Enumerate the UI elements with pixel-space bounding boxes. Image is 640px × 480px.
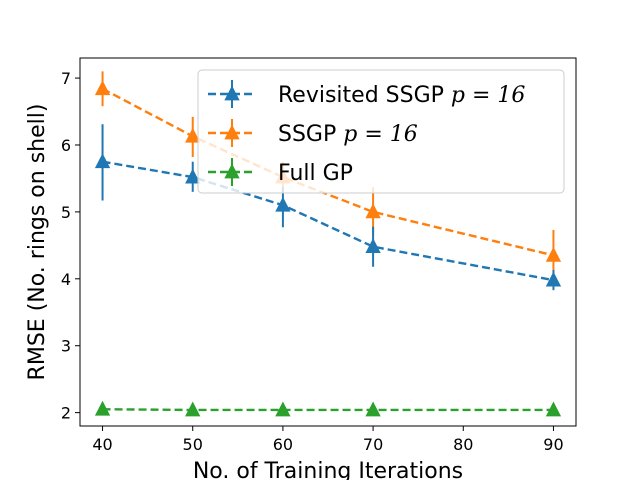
legend-series-name: Revisited SSGP <box>278 83 444 108</box>
data-point <box>275 401 291 417</box>
data-point <box>185 127 201 143</box>
y-axis-label: RMSE (No. rings on shell) <box>25 104 50 381</box>
data-point <box>275 196 291 212</box>
legend-label: Full GP <box>278 161 353 186</box>
ticks-layer: 40 50 60 70 80 90 2 3 4 5 6 7 <box>61 69 564 454</box>
plot-frame <box>79 57 577 427</box>
y-tick-label: 5 <box>61 203 71 222</box>
data-point <box>94 153 111 169</box>
data-point <box>545 401 562 417</box>
x-tick-label: 40 <box>92 435 112 454</box>
y-tick-label: 2 <box>61 404 71 423</box>
data-point <box>94 80 111 96</box>
y-tick-label: 4 <box>61 270 71 289</box>
legend-series-name: Full GP <box>278 161 353 186</box>
legend-marker <box>224 85 240 101</box>
x-tick-label: 50 <box>183 435 203 454</box>
x-tick-label: 70 <box>363 435 383 454</box>
legend-item: Full GP <box>208 158 353 186</box>
legend-label: SSGP p = 16 <box>278 122 418 147</box>
series-layer <box>94 71 562 417</box>
legend-label: Revisited SSGP p = 16 <box>278 83 525 108</box>
data-point <box>185 168 201 184</box>
data-point <box>185 401 201 417</box>
legend-marker <box>224 124 240 140</box>
y-tick-label: 6 <box>61 136 71 155</box>
legend-item: SSGP p = 16 <box>208 119 418 147</box>
legend-series-name: SSGP <box>278 122 336 147</box>
x-tick-label: 90 <box>543 435 563 454</box>
data-point <box>365 401 381 417</box>
series-full-gp <box>94 400 562 417</box>
series-line <box>101 87 554 257</box>
legend-marker <box>224 163 240 179</box>
legend-series-param: p = 16 <box>444 83 526 108</box>
y-tick-label: 7 <box>61 69 71 88</box>
series-line <box>102 408 554 412</box>
data-point <box>365 203 381 219</box>
y-tick-label: 3 <box>61 337 71 356</box>
x-tick-label: 80 <box>453 435 473 454</box>
series-revisited-ssgp <box>94 124 562 291</box>
data-point <box>545 271 562 287</box>
x-tick-label: 60 <box>273 435 293 454</box>
legend-series-param: p = 16 <box>336 122 418 147</box>
x-axis-label: No. of Training Iterations <box>193 459 463 480</box>
data-point <box>94 400 111 416</box>
data-point <box>365 238 381 254</box>
data-point <box>545 246 562 262</box>
legend-item: Revisited SSGP p = 16 <box>208 80 525 108</box>
legend-box <box>197 69 565 194</box>
